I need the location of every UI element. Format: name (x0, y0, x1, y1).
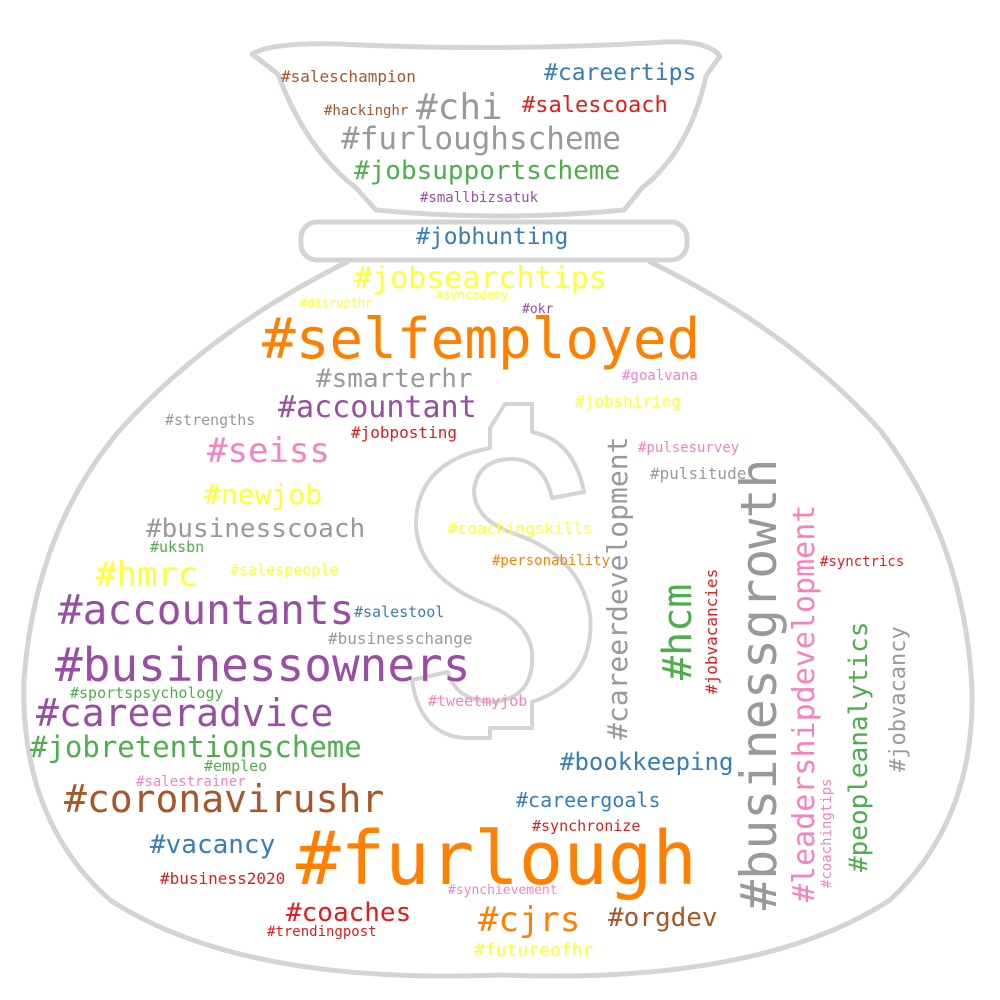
word-personability: #personability (492, 553, 611, 569)
word-strengths: #strengths (165, 411, 256, 429)
word-hackinghr: #hackinghr (324, 103, 409, 119)
word-furlough: #furlough (296, 816, 697, 902)
word-coachingtips: #coachingtips (819, 778, 835, 888)
word-peopleanalytics: #peopleanalytics (844, 621, 874, 872)
word-trendingpost: #trendingpost (267, 924, 377, 940)
word-jobshiring: #jobshiring (575, 392, 681, 411)
word-tweetmyjob: #tweetmyjob (428, 692, 528, 710)
word-synctrics: #synctrics (820, 554, 905, 570)
word-synchievement: #synchievement (448, 883, 558, 898)
word-jobretentionscheme: #jobretentionscheme (30, 730, 362, 764)
word-salescoach: #salescoach (522, 93, 668, 118)
word-disrupthr: #disrupthr (300, 296, 373, 310)
word-vacancy: #vacancy (150, 830, 276, 860)
word-salestrainer: #salestrainer (136, 774, 246, 790)
word-accountant: #accountant (278, 390, 477, 425)
word-saleschampion: #saleschampion (281, 67, 416, 86)
word-coaches: #coaches (286, 898, 412, 928)
word-synchronize: #synchronize (532, 817, 641, 835)
word-chi: #chi (416, 87, 503, 128)
dollar-sign-icon (410, 402, 593, 740)
word-selfemployed: #selfemployed (262, 307, 701, 372)
word-coachingskills: #coachingskills (448, 519, 593, 538)
word-pulsesurvey: #pulsesurvey (638, 440, 740, 456)
word-businesschange: #businesschange (328, 629, 473, 648)
word-coronavirushr: #coronavirushr (64, 777, 385, 821)
word-smallbizsatuk: #smallbizsatuk (420, 190, 539, 206)
word-jobsupportscheme: #jobsupportscheme (354, 156, 621, 186)
word-futureofhr: #futureofhr (474, 940, 594, 961)
word-bookkeeping: #bookkeeping (560, 748, 734, 776)
word-smarterhr: #smarterhr (316, 364, 473, 394)
word-businesscoach: #businesscoach (146, 514, 366, 544)
word-accountants: #accountants (58, 586, 355, 634)
word-newjob: #newjob (204, 478, 323, 511)
word-empleo: #empleo (204, 757, 268, 775)
word-jobvacancies: #jobvacancies (702, 568, 721, 694)
word-salestool: #salestool (354, 603, 445, 621)
word-hcm: #hcm (655, 583, 701, 680)
word-syncademy: #syncademy (436, 288, 509, 302)
word-careergoals: #careergoals (516, 788, 661, 812)
word-uksbn: #uksbn (150, 538, 205, 556)
word-jobvacancy: #jobvacancy (886, 626, 911, 772)
word-leadershipdevelopment: #leadershipdevelopment (787, 504, 822, 902)
word-okr: #okr (522, 302, 554, 317)
word-businessgrowth: #businessgrowth (730, 458, 788, 910)
word-careertips: #careertips (544, 60, 697, 86)
word-businessowners: #businessowners (55, 638, 471, 692)
word-business2020: #business2020 (160, 869, 286, 888)
word-jobhunting: #jobhunting (416, 224, 569, 250)
word-hmrc: #hmrc (96, 555, 199, 595)
money-bag-outline (21, 39, 975, 979)
word-jobsearchtips: #jobsearchtips (354, 261, 607, 296)
word-careerdevelopment: #careerdevelopment (601, 436, 634, 740)
word-salespeople: #salespeople (230, 561, 339, 579)
word-sportspsychology: #sportspsychology (70, 684, 224, 702)
word-furloughscheme: #furloughscheme (341, 121, 621, 157)
word-goalvana: #goalvana (622, 368, 698, 384)
word-jobposting: #jobposting (351, 423, 457, 442)
word-careeradvice: #careeradvice (36, 691, 334, 735)
word-orgdev: #orgdev (608, 903, 718, 933)
word-pulsitude: #pulsitude (650, 464, 747, 483)
word-cjrs: #cjrs (478, 900, 581, 940)
word-seiss: #seiss (207, 431, 330, 471)
